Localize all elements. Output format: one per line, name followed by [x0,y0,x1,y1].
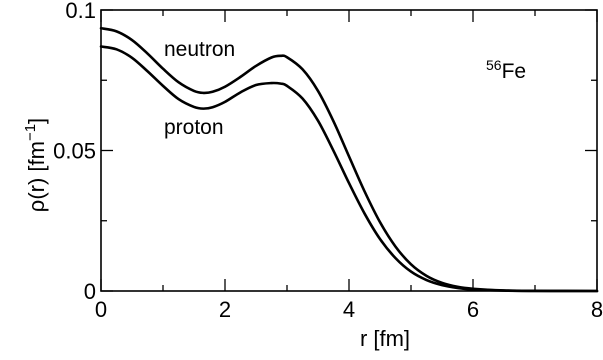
element-symbol: Fe [502,60,527,83]
density-curves [99,26,599,293]
tick-labels: 0 2 4 6 8 0 0.05 0.1 [53,0,603,322]
y-axis-label-exponent: −1 [22,124,39,141]
y-tick-label: 0.1 [65,0,96,23]
x-tick-label: 4 [343,297,355,322]
y-tick-label: 0 [84,279,96,304]
x-tick-label: 8 [591,297,603,322]
mass-number-superscript: 56 [486,57,502,73]
x-tick-label: 0 [95,297,107,322]
y-axis-label-bracket: ] [24,118,49,124]
x-tick-label: 2 [219,297,231,322]
x-axis-label: r [fm] [360,326,410,351]
y-tick-label: 0.05 [53,139,96,164]
y-axis-label: ρ(r) [fm−1] [22,118,49,212]
x-tick-label: 6 [467,297,479,322]
neutron-curve-label: neutron [164,38,235,61]
proton-density-line [99,45,599,293]
nucleus-label: 56Fe [486,57,526,83]
proton-curve-label: proton [164,116,224,139]
y-axis-label-main: ρ(r) [fm [24,141,49,212]
